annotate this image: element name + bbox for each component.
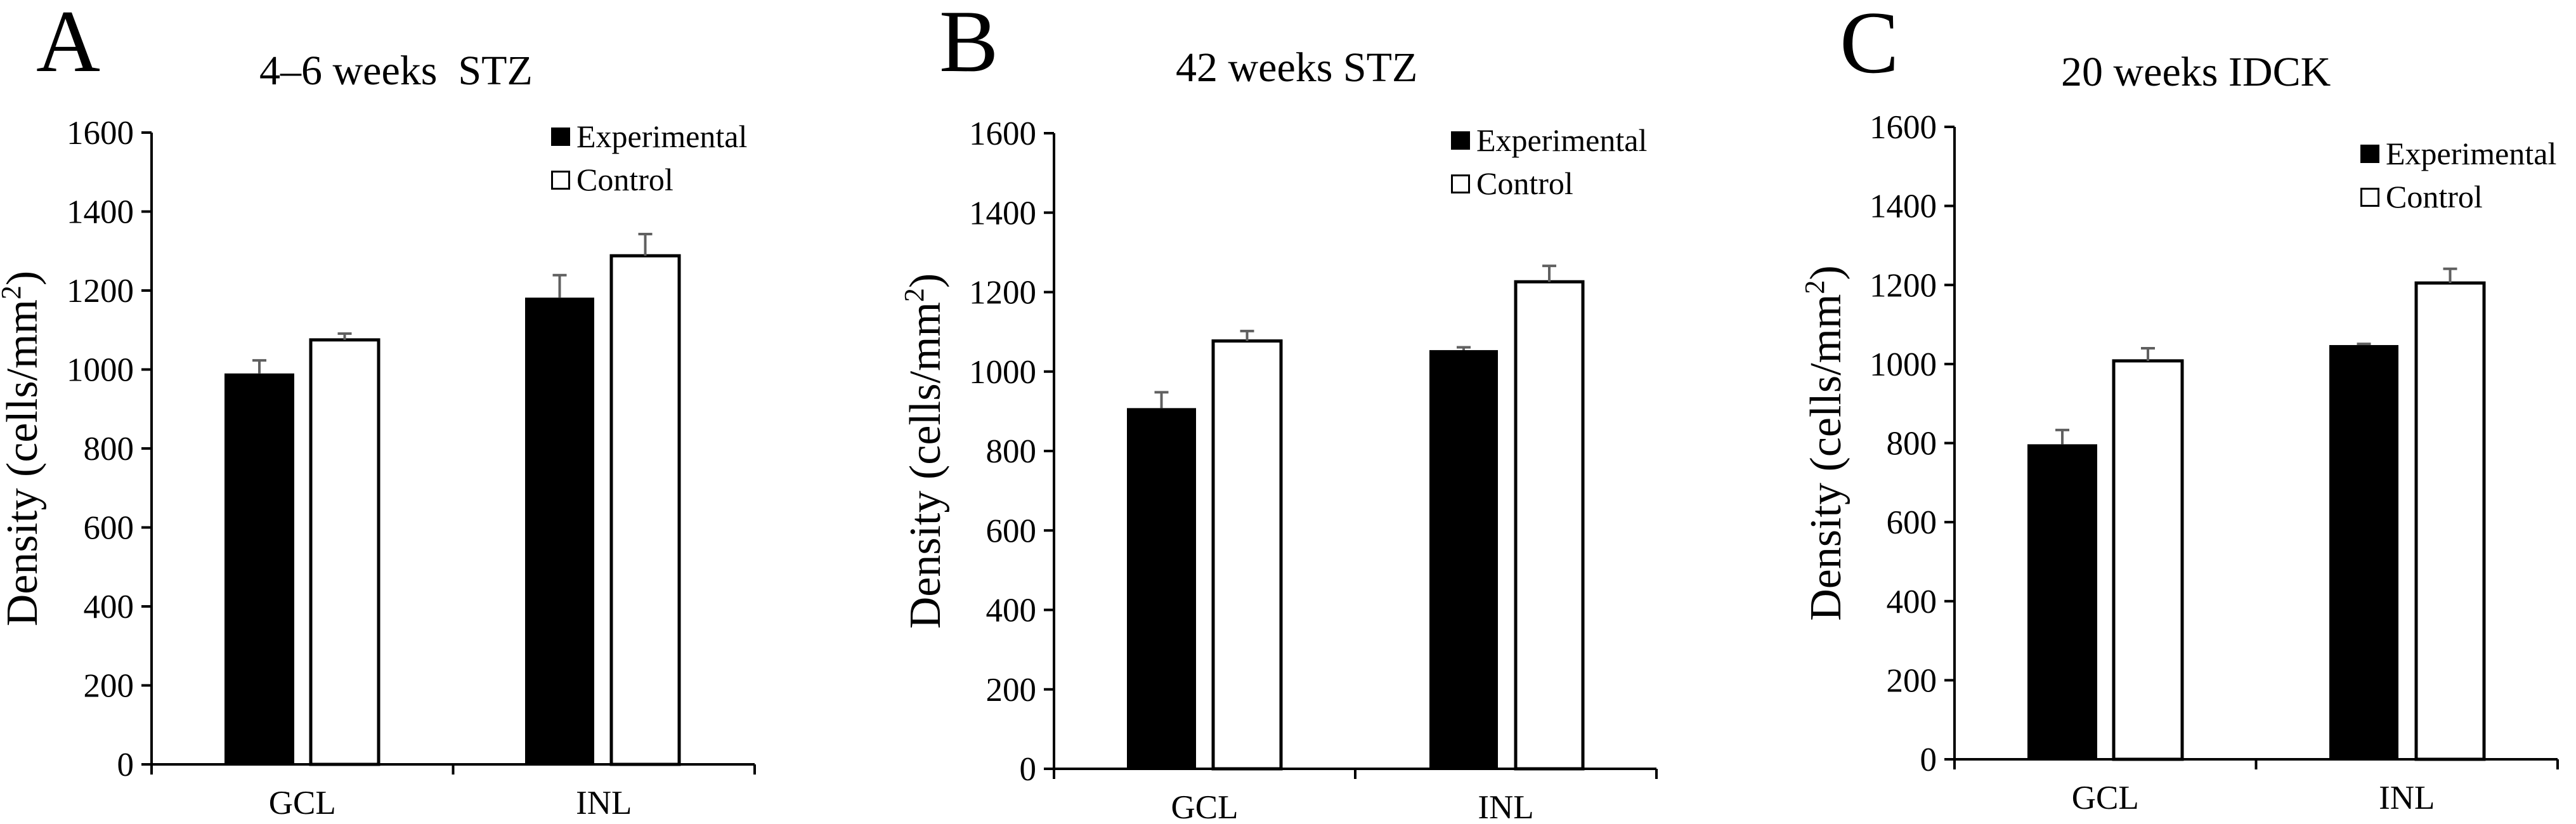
- y-tick-label: 1000: [1870, 346, 1937, 383]
- y-axis-label: Density (cells/mm2): [899, 273, 950, 629]
- y-tick-label: 1400: [969, 195, 1036, 232]
- y-axis-label-superscript: 2: [0, 285, 27, 299]
- y-tick-label: 800: [1887, 426, 1937, 462]
- y-axis-label-superscript: 2: [899, 288, 930, 302]
- legend-swatch-experimental: [2360, 145, 2379, 163]
- y-tick-label: 1200: [969, 275, 1036, 311]
- bar-experimental-gcl: [224, 373, 294, 764]
- x-category-label: INL: [2379, 780, 2435, 816]
- chart-title: 20 weeks IDCK: [2061, 49, 2331, 95]
- y-tick-label: 600: [1887, 504, 1937, 541]
- y-tick-label: 200: [84, 668, 134, 705]
- y-axis-label-close: ): [1802, 265, 1851, 280]
- y-axis-label-main: Density (cells/mm: [0, 299, 47, 626]
- y-tick-label: 1600: [67, 115, 134, 152]
- legend-swatch-experimental: [551, 128, 570, 146]
- y-tick-label: 0: [1020, 751, 1037, 788]
- y-tick-label: 0: [1920, 742, 1937, 778]
- y-tick-label: 1200: [67, 273, 134, 310]
- y-tick-label: 1600: [1870, 109, 1937, 146]
- panel-letter: B: [939, 0, 998, 91]
- y-tick-label: 200: [1887, 662, 1937, 699]
- legend-swatch-control: [551, 171, 570, 190]
- legend-label-experimental: Experimental: [1476, 122, 1647, 158]
- legend-swatch-experimental: [1451, 131, 1470, 150]
- y-tick-label: 1400: [67, 194, 134, 231]
- y-tick-label: 1200: [1870, 267, 1937, 304]
- y-axis-label: Density (cells/mm2): [0, 271, 47, 627]
- bar-control-inl: [609, 254, 681, 766]
- y-axis-label: Density (cells/mm2): [1799, 265, 1851, 621]
- y-axis-label-superscript: 2: [1799, 280, 1830, 294]
- panel-a: A 4–6 weeks STZ 0 200 400 600 800 1000 1200 1400 1…: [0, 0, 756, 821]
- legend-swatch-control: [2360, 188, 2379, 207]
- y-tick-label: 200: [986, 672, 1037, 709]
- chart-title: 42 weeks STZ: [1176, 44, 1417, 91]
- y-tick-label: 400: [986, 592, 1037, 629]
- x-category-label: GCL: [1171, 789, 1239, 824]
- bar-control-gcl: [309, 338, 381, 766]
- y-tick-label: 800: [84, 431, 134, 468]
- y-axis-label-main: Density (cells/mm: [1802, 294, 1851, 621]
- y-tick-label: 400: [1887, 584, 1937, 620]
- legend-label-control: Control: [576, 162, 673, 197]
- panel-letter: A: [36, 0, 100, 91]
- bar-experimental-inl: [2329, 344, 2398, 759]
- legend-label-experimental: Experimental: [2386, 136, 2556, 171]
- legend-label-experimental: Experimental: [576, 119, 747, 154]
- bar-experimental-inl: [525, 298, 594, 765]
- bar-control-gcl: [1211, 339, 1283, 771]
- bar-experimental-gcl: [1127, 408, 1196, 769]
- x-category-label: GCL: [269, 785, 336, 821]
- y-tick-label: 1000: [969, 354, 1036, 391]
- x-category-label: INL: [1478, 789, 1533, 824]
- bar-experimental-inl: [1429, 350, 1498, 769]
- chart-title: 4–6 weeks STZ: [259, 48, 533, 94]
- legend-label-control: Control: [1476, 166, 1573, 201]
- y-tick-label: 1400: [1870, 188, 1937, 225]
- legend-swatch-control: [1451, 174, 1470, 193]
- bar-control-inl: [2414, 281, 2486, 761]
- y-tick-label: 600: [986, 513, 1037, 549]
- x-category-label: GCL: [2072, 780, 2139, 816]
- y-axis-label-main: Density (cells/mm: [901, 302, 950, 629]
- y-tick-label: 800: [986, 433, 1037, 470]
- y-tick-label: 600: [84, 510, 134, 547]
- bar-experimental-gcl: [2027, 444, 2097, 759]
- y-tick-label: 0: [117, 747, 134, 783]
- panel-letter: C: [1840, 0, 1899, 92]
- bar-control-gcl: [2112, 359, 2184, 761]
- panel-b: B 42 weeks STZ 0 200 400 600 800 1000 1200 1400 16…: [899, 0, 1658, 824]
- y-axis-label-close: ): [0, 271, 47, 285]
- y-tick-label: 1600: [969, 115, 1036, 152]
- y-tick-label: 400: [84, 589, 134, 625]
- y-tick-label: 1000: [67, 352, 134, 389]
- panel-c: C 20 weeks IDCK 0 200 400 600 800 1000 1200 1400 1…: [1799, 0, 2559, 816]
- bar-control-inl: [1514, 280, 1585, 771]
- x-category-label: INL: [576, 785, 632, 821]
- legend-label-control: Control: [2386, 179, 2483, 214]
- y-axis-label-close: ): [901, 273, 950, 288]
